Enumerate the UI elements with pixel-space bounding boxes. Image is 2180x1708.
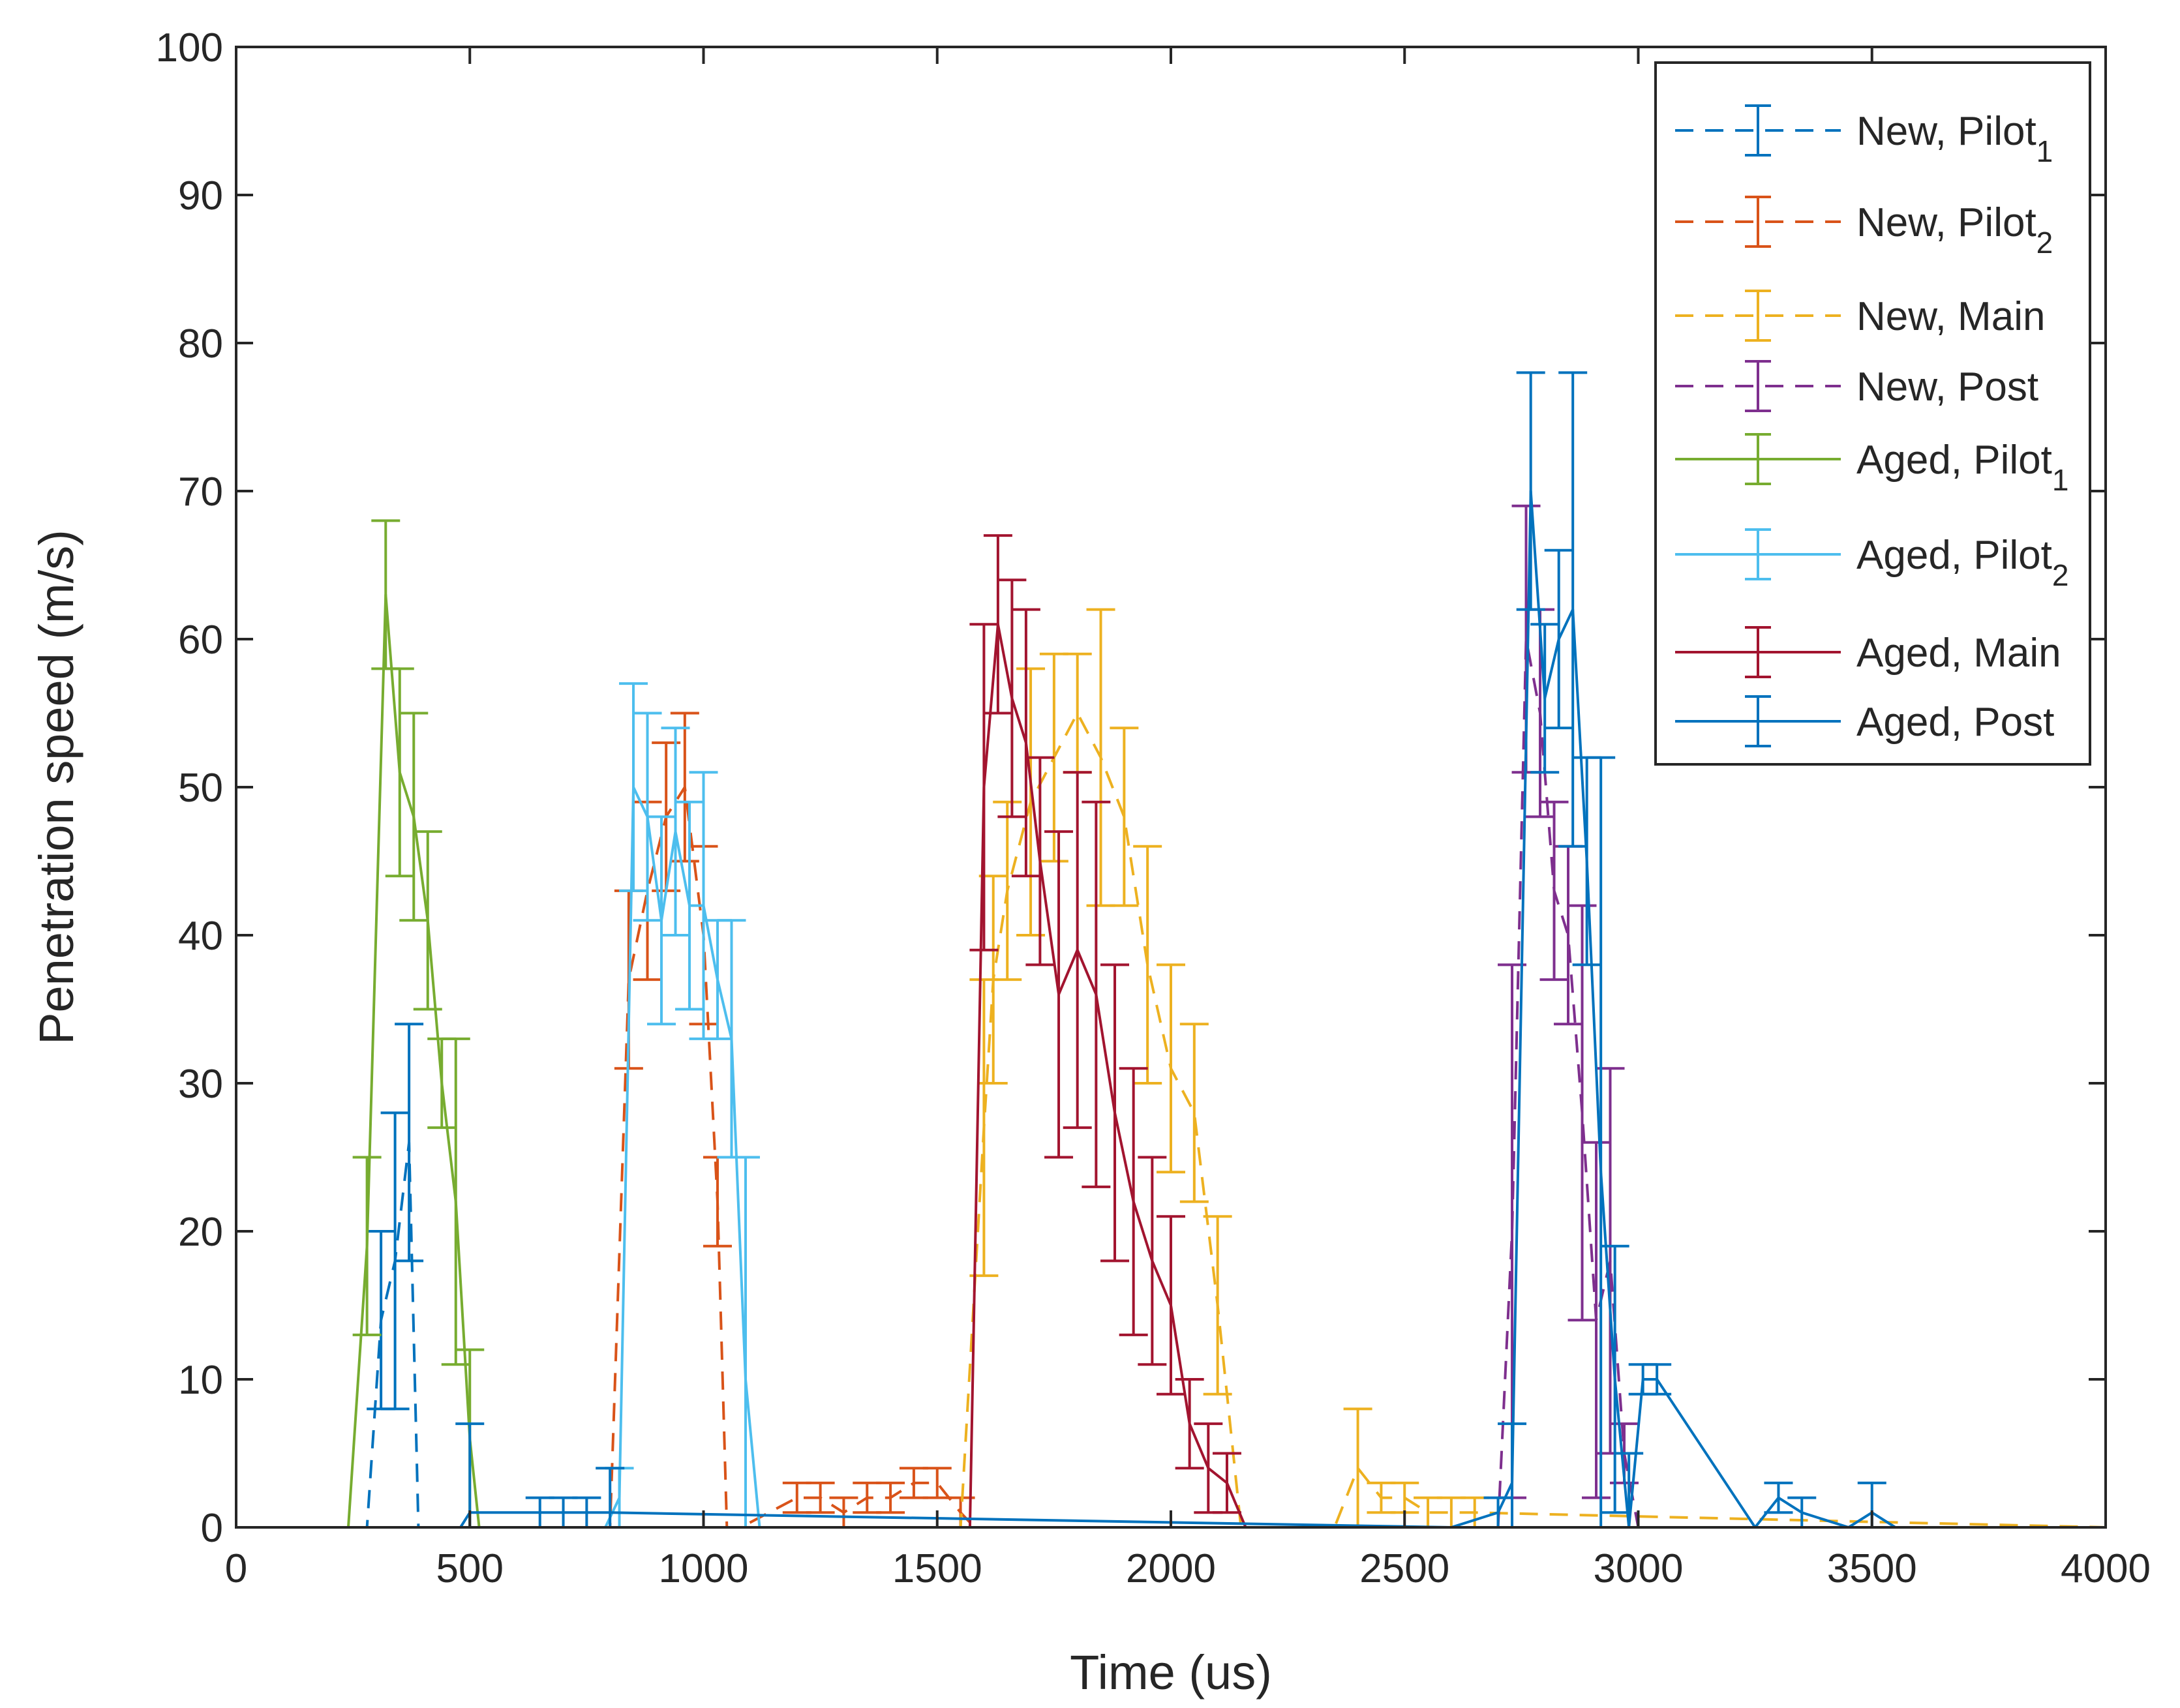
y-tick-label: 50 [178,766,223,811]
x-tick-label: 500 [436,1546,504,1591]
legend-label-subscript: 1 [2036,134,2053,168]
legend-label: Aged, Main [1856,631,2061,676]
legend-label: New, Post [1856,365,2038,410]
series-line [236,623,2106,1527]
y-tick-label: 40 [178,914,223,959]
legend-box [1654,61,2091,766]
x-tick-label: 3500 [1827,1546,1917,1591]
series-line [236,638,2106,1527]
y-tick-label: 70 [178,470,223,515]
legend-label-subscript: 1 [2052,463,2069,497]
y-tick-label: 20 [178,1210,223,1255]
legend-label-text: New, Pilot [1856,109,2036,154]
x-tick-label: 1500 [892,1546,982,1591]
series-4 [236,519,2106,1527]
series-6 [236,534,2106,1527]
x-axis-label: Time (us) [1070,1645,1272,1700]
legend-label-text: New, Pilot [1856,200,2036,245]
series-line [236,1141,2106,1527]
series-5 [236,682,2106,1527]
legend-label-text: Aged, Pilot [1856,533,2052,578]
x-tick-label: 1000 [659,1546,749,1591]
legend-label: New, Pilot2 [1856,200,2053,260]
legend-item: Aged, Pilot1 [1675,433,2068,497]
series-0 [236,1023,2106,1527]
legend-label-text: New, Main [1856,294,2045,339]
x-tick-label: 4000 [2061,1546,2151,1591]
x-tick-label: 2500 [1359,1546,1449,1591]
legend-label: Aged, Post [1856,700,2054,745]
y-tick-label: 100 [156,25,223,70]
legend-label: Aged, Pilot1 [1856,438,2068,497]
legend-label-subscript: 2 [2036,226,2053,260]
x-tick-label: 0 [225,1546,247,1591]
series-line [236,593,2106,1527]
y-tick-label: 80 [178,322,223,367]
legend-label: New, Pilot1 [1856,109,2053,168]
legend-label: Aged, Pilot2 [1856,533,2068,592]
series-layer [236,371,2106,1527]
x-tick-label: 3000 [1594,1546,1684,1591]
series-7 [236,371,2106,1527]
legend-item: New, Post [1675,360,2038,412]
legend-item: Aged, Post [1675,695,2054,747]
y-tick-label: 60 [178,618,223,663]
y-tick-label: 0 [201,1506,223,1551]
legend-label-text: Aged, Post [1856,700,2054,745]
legend-label-text: Aged, Main [1856,631,2061,676]
series-2 [236,608,2106,1527]
series-line [236,786,2106,1527]
axes-ticks: 0 500 1000 1500 2000 2500 3000 3500 4000 0 10 20 30 4… [156,25,2151,1591]
y-tick-label: 30 [178,1062,223,1107]
legend-label-text: New, Post [1856,365,2038,410]
legend-label-text: Aged, Pilot [1856,438,2052,483]
legend-item: New, Main [1675,290,2045,342]
x-tick-label: 2000 [1126,1546,1216,1591]
legend-item: New, Pilot1 [1675,104,2053,168]
legend-label-subscript: 2 [2052,558,2069,592]
y-tick-label: 10 [178,1358,223,1403]
legend-label: New, Main [1856,294,2045,339]
legend-item: Aged, Main [1675,626,2061,678]
y-axis-label: Penetration speed (m/s) [29,530,83,1045]
legend-item: Aged, Pilot2 [1675,528,2068,592]
legend-item: New, Pilot2 [1675,196,2053,260]
y-tick-label: 90 [178,173,223,218]
